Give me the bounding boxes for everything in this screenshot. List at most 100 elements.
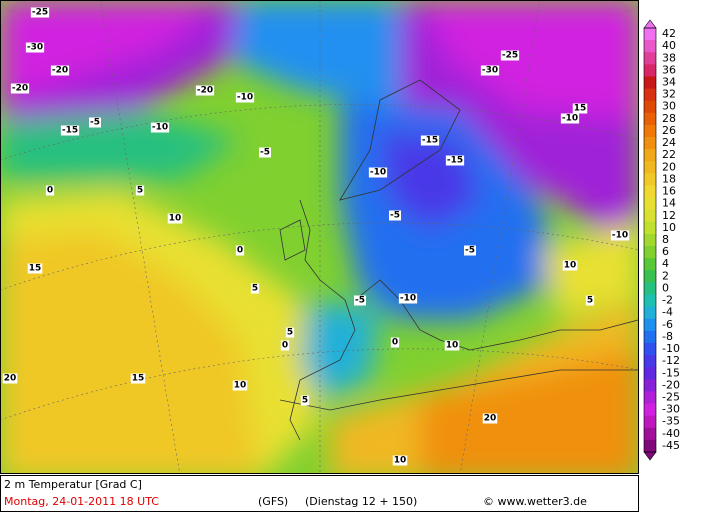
map-frame — [0, 0, 639, 474]
contour-label-bg — [10, 83, 30, 94]
contour-label-bg — [300, 395, 310, 406]
legend-swatch — [644, 342, 656, 356]
legend-label: 40 — [662, 39, 676, 52]
legend-label: -25 — [662, 390, 680, 403]
contour-label-bg — [150, 122, 170, 133]
legend-swatch — [644, 161, 656, 174]
contour-label: -25 — [502, 51, 518, 61]
legend-label: -10 — [662, 342, 680, 355]
legend-swatch — [644, 330, 656, 344]
legend-label: 18 — [662, 172, 676, 185]
contour-label-bg — [444, 340, 460, 351]
legend-label: 12 — [662, 209, 676, 222]
contour-label: -30 — [482, 66, 498, 76]
contour-label-bg — [235, 92, 255, 103]
legend-swatch — [644, 173, 656, 186]
legend-swatch — [644, 439, 656, 453]
legend-label: -6 — [662, 318, 673, 331]
contour-label: 0 — [392, 338, 398, 348]
legend-swatch — [644, 355, 656, 368]
legend-swatch — [644, 52, 656, 65]
contour-label: 10 — [446, 341, 459, 351]
legend-swatch — [644, 76, 656, 90]
contour-label: 0 — [282, 341, 288, 351]
legend-arrow-bottom — [643, 451, 657, 461]
contour-label-bg — [45, 185, 55, 196]
contour-label-bg — [50, 65, 70, 76]
legend-label: 20 — [662, 160, 676, 173]
contour-label-bg — [130, 373, 146, 384]
legend-label: -8 — [662, 330, 673, 343]
legend-swatch — [644, 282, 656, 296]
legend-swatch — [644, 28, 656, 41]
contour-label: -5 — [90, 118, 100, 128]
legend-label: -20 — [662, 378, 680, 391]
contour-label-bg — [354, 295, 366, 306]
contour-label: 5 — [302, 396, 308, 406]
footer-credit: © www.wetter3.de — [483, 495, 587, 508]
legend-swatch — [644, 221, 656, 235]
contour-label: -10 — [400, 294, 416, 304]
legend-swatch — [644, 112, 656, 126]
footer-model: (GFS) — [258, 495, 288, 508]
legend-swatch — [644, 100, 656, 114]
contour-label-bg — [445, 155, 465, 166]
legend-label: 28 — [662, 112, 676, 125]
legend-label: 6 — [662, 245, 669, 258]
legend-label: 36 — [662, 63, 676, 76]
legend-swatch — [644, 185, 656, 199]
contour-label: 10 — [169, 214, 182, 224]
contour-label-bg — [30, 7, 50, 18]
legend-swatch — [644, 137, 656, 150]
contour-label-bg — [572, 103, 588, 114]
temperature-field: -25 -20 -30 -20 -15 -10 -5 0 5 10 15 -20 -10 -5 0 5 10 15… — [1, 1, 638, 473]
contour-label: 15 — [574, 104, 587, 114]
legend-label: -35 — [662, 415, 680, 428]
contour-label-bg — [285, 327, 295, 338]
legend-label: 14 — [662, 197, 676, 210]
contour-label: -15 — [447, 156, 463, 166]
contour-label: -30 — [27, 43, 43, 53]
legend-label: 22 — [662, 148, 676, 161]
legend-swatch — [644, 64, 656, 77]
contour-label-bg — [610, 230, 630, 241]
contour-label: -10 — [152, 123, 168, 133]
contour-label: 5 — [287, 328, 293, 338]
legend-label: 24 — [662, 136, 676, 149]
legend-label: 10 — [662, 221, 676, 234]
contour-label-bg — [25, 42, 45, 53]
contour-label-bg — [420, 135, 440, 146]
legend-label: -45 — [662, 439, 680, 452]
contour-label: 10 — [564, 261, 577, 271]
legend-arrow-top — [643, 19, 657, 29]
legend-swatch — [644, 258, 656, 271]
legend-swatch — [644, 197, 656, 211]
legend-swatch — [644, 391, 656, 405]
legend-frame — [643, 27, 657, 453]
legend-swatch — [644, 294, 656, 308]
contour-label-bg — [562, 260, 578, 271]
contour-label-bg — [235, 245, 245, 256]
contour-label: -5 — [355, 296, 365, 306]
legend-swatch — [644, 270, 656, 283]
legend-swatch — [644, 88, 656, 102]
contour-label: 20 — [484, 414, 497, 424]
legend-swatch — [644, 246, 656, 259]
contour-label: -5 — [390, 211, 400, 221]
contour-label: -15 — [62, 126, 78, 136]
legend-label: -15 — [662, 366, 680, 379]
contour-label: 10 — [394, 456, 407, 466]
legend-label: 26 — [662, 124, 676, 137]
legend-swatch — [644, 149, 656, 162]
contour-label-bg — [2, 373, 18, 384]
legend-swatch — [644, 209, 656, 223]
contour-label-bg — [280, 340, 290, 351]
contour-label: -10 — [370, 168, 386, 178]
legend-label: -2 — [662, 294, 673, 307]
contour-label: -20 — [197, 86, 213, 96]
contour-label-bg — [167, 213, 183, 224]
contour-label: 5 — [137, 186, 143, 196]
contour-label: -20 — [12, 84, 28, 94]
footer-run: (Dienstag 12 + 150) — [305, 495, 417, 508]
